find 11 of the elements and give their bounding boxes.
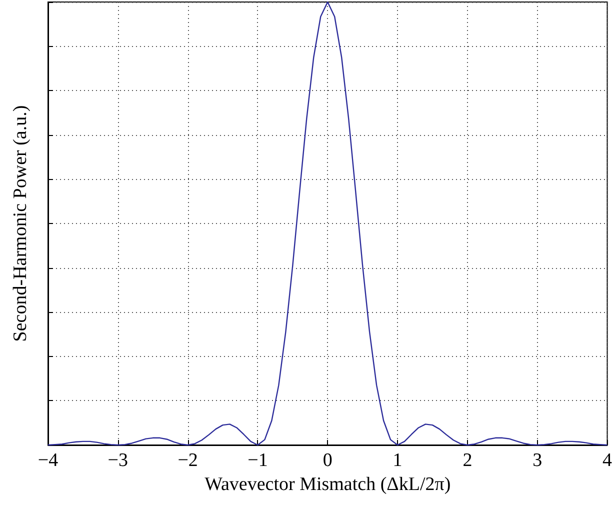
x-tick-label: 3: [532, 450, 542, 471]
x-tick-label: 1: [392, 450, 402, 471]
x-tick-label: −2: [178, 450, 198, 471]
x-tick-label: 2: [462, 450, 472, 471]
x-axis-title: Wavevector Mismatch (ΔkL/2π): [204, 474, 451, 495]
x-tick-label: 0: [322, 450, 332, 471]
x-tick-label: −4: [38, 450, 59, 471]
x-tick-label: −1: [248, 450, 268, 471]
x-tick-label: 4: [602, 450, 612, 471]
y-axis-title: Second-Harmonic Power (a.u.): [10, 105, 31, 342]
x-tick-label: −3: [108, 450, 128, 471]
